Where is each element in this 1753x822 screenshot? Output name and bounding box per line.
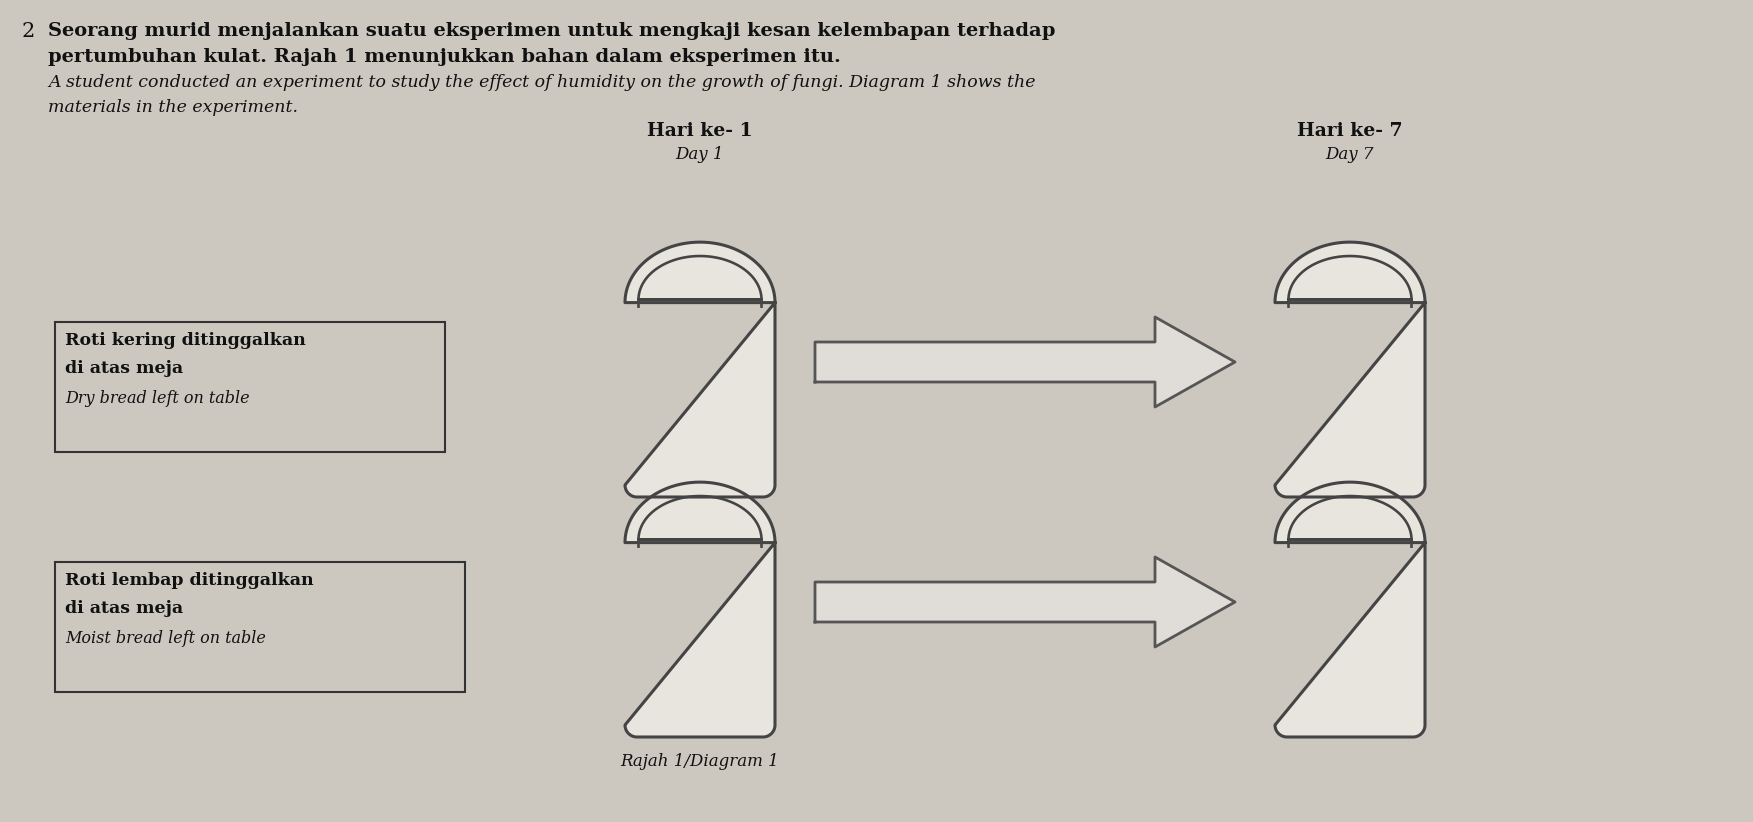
Text: di atas meja: di atas meja (65, 360, 182, 377)
Text: Dry bread left on table: Dry bread left on table (65, 390, 249, 407)
Text: Rajah 1/Diagram 1: Rajah 1/Diagram 1 (621, 753, 780, 770)
Text: materials in the experiment.: materials in the experiment. (47, 99, 298, 116)
Text: Day 1: Day 1 (675, 146, 724, 163)
Polygon shape (1274, 242, 1425, 497)
Polygon shape (815, 557, 1236, 647)
Text: Seorang murid menjalankan suatu eksperimen untuk mengkaji kesan kelembapan terha: Seorang murid menjalankan suatu eksperim… (47, 22, 1055, 40)
Text: 2: 2 (23, 22, 35, 41)
Text: Moist bread left on table: Moist bread left on table (65, 630, 266, 647)
Text: Hari ke- 7: Hari ke- 7 (1297, 122, 1402, 140)
Text: A student conducted an experiment to study the effect of humidity on the growth : A student conducted an experiment to stu… (47, 74, 1036, 91)
Polygon shape (626, 242, 775, 497)
Text: Roti lembap ditinggalkan: Roti lembap ditinggalkan (65, 572, 314, 589)
Polygon shape (1274, 483, 1425, 737)
Polygon shape (626, 483, 775, 737)
Bar (54, 322, 445, 452)
Text: pertumbuhan kulat. Rajah 1 menunjukkan bahan dalam eksperimen itu.: pertumbuhan kulat. Rajah 1 menunjukkan b… (47, 48, 841, 66)
Polygon shape (815, 317, 1236, 407)
Bar (54, 562, 465, 692)
Text: Roti kering ditinggalkan: Roti kering ditinggalkan (65, 332, 305, 349)
Text: Hari ke- 1: Hari ke- 1 (647, 122, 752, 140)
Text: Day 7: Day 7 (1325, 146, 1374, 163)
Text: di atas meja: di atas meja (65, 600, 182, 617)
